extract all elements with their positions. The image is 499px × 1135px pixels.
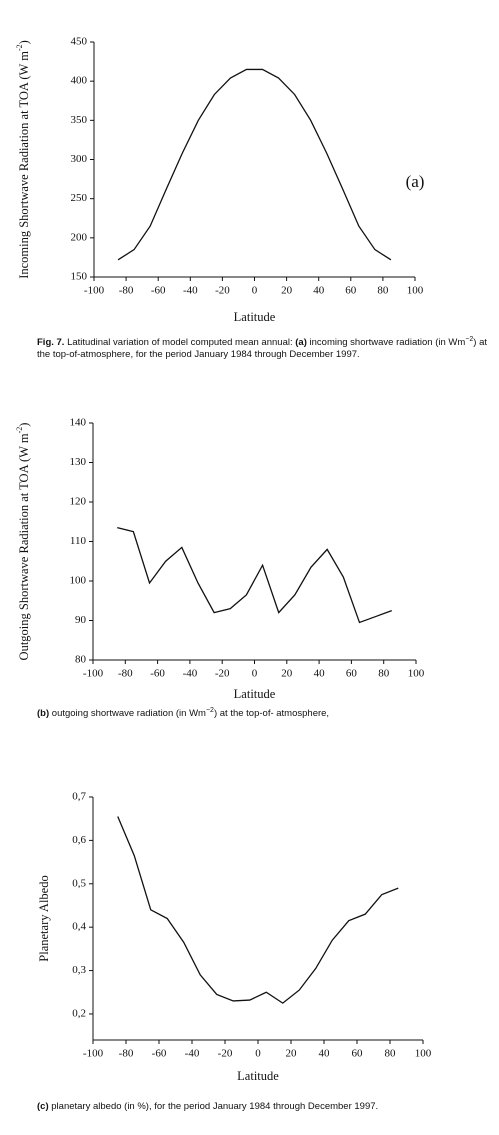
x-tick-label: 0 [252,285,258,297]
y-axis-label: Incoming Shortwave Radiation at TOA (W m… [15,40,31,279]
x-tick-label: 20 [286,1048,298,1060]
caption-part: Latitudinal variation of model computed … [64,337,296,349]
y-tick-label: 0,7 [72,791,86,803]
x-tick-label: 20 [281,668,293,680]
x-tick-label: -100 [84,285,105,297]
caption-part: outgoing shortwave radiation (in Wm [49,708,206,720]
x-axis-label: Latitude [234,687,276,701]
x-tick-label: 0 [252,668,258,680]
x-tick-label: -80 [118,668,133,680]
y-tick-label: 100 [70,575,87,587]
x-tick-label: -80 [119,285,134,297]
x-tick-label: -20 [215,285,230,297]
x-tick-label: -20 [218,1048,233,1060]
caption-part: −2 [205,707,214,714]
caption-part: ) at the top-of- atmosphere, [213,708,330,720]
annotation: (a) [406,172,425,191]
caption: Fig. 7. Latitudinal variation of model c… [37,334,487,361]
caption-part: incoming shortwave radiation (in Wm [306,337,466,349]
y-axis-label-part: Planetary Albedo [37,875,51,961]
y-tick-label: 90 [75,614,87,626]
caption-part: planetary albedo (in %), for the period … [48,1101,379,1112]
x-tick-label: 80 [377,285,389,297]
x-tick-label: -40 [183,668,198,680]
y-tick-label: 0,3 [72,964,86,976]
y-axis-label: Outgoing Shortwave Radiation at TOA (W m… [15,423,31,661]
y-tick-label: 450 [71,36,88,48]
x-tick-label: 20 [281,285,293,297]
caption-part: (a) [295,337,307,349]
x-tick-label: 40 [314,668,326,680]
y-axis-label: Planetary Albedo [37,875,51,961]
y-tick-label: 0,5 [72,877,86,889]
x-tick-label: 0 [255,1048,261,1060]
y-axis-label-part: -2 [15,44,24,51]
y-axis-label-part: -2 [15,427,24,434]
x-tick-label: -100 [83,668,104,680]
x-tick-label: 100 [407,285,424,297]
y-tick-label: 0,2 [72,1007,86,1019]
data-line [117,527,392,624]
y-axis-label-part: Outgoing Shortwave Radiation at TOA (W m [17,433,31,660]
y-axis-label-part: ) [17,40,31,44]
x-axis-label: Latitude [237,1069,279,1083]
x-tick-label: 100 [415,1048,432,1060]
x-tick-label: 40 [319,1048,331,1060]
x-tick-label: 40 [313,285,325,297]
x-tick-label: -60 [152,1048,167,1060]
y-tick-label: 200 [71,231,88,243]
y-tick-label: 110 [70,535,87,547]
y-tick-label: 400 [71,75,88,87]
caption-part: (c) [37,1101,49,1112]
x-tick-label: 80 [378,668,390,680]
x-tick-label: -20 [215,668,230,680]
y-tick-label: 0,4 [72,921,86,933]
x-tick-label: -60 [151,285,166,297]
caption-part: ) at the top-of-atmosphere, for the peri… [37,337,487,361]
x-tick-label: -40 [183,285,198,297]
y-tick-label: 300 [71,153,88,165]
y-tick-label: 150 [71,271,88,283]
data-line [117,68,392,261]
x-tick-label: 60 [345,285,357,297]
y-tick-label: 0,6 [72,834,86,846]
caption-part: Fig. 7. [37,337,65,349]
x-tick-label: -100 [83,1048,104,1060]
x-tick-label: -40 [185,1048,200,1060]
data-line [117,816,399,1004]
x-tick-label: 60 [346,668,358,680]
x-axis-label: Latitude [234,310,276,324]
caption-part: −2 [465,336,474,343]
caption: (b) outgoing shortwave radiation (in Wm−… [37,705,487,720]
y-axis-label-part: ) [17,423,31,427]
y-tick-label: 140 [70,417,87,429]
y-tick-label: 250 [71,192,88,204]
caption: (c) planetary albedo (in %), for the per… [37,1101,487,1113]
y-tick-label: 350 [71,114,88,126]
caption-part: (b) [37,708,50,720]
x-tick-label: -60 [150,668,165,680]
y-tick-label: 130 [70,456,87,468]
x-tick-label: 100 [408,668,425,680]
x-tick-label: -80 [119,1048,134,1060]
y-tick-label: 80 [75,654,87,666]
x-tick-label: 60 [352,1048,364,1060]
x-tick-label: 80 [385,1048,397,1060]
y-axis-label-part: Incoming Shortwave Radiation at TOA (W m [17,51,31,279]
y-tick-label: 120 [70,496,87,508]
